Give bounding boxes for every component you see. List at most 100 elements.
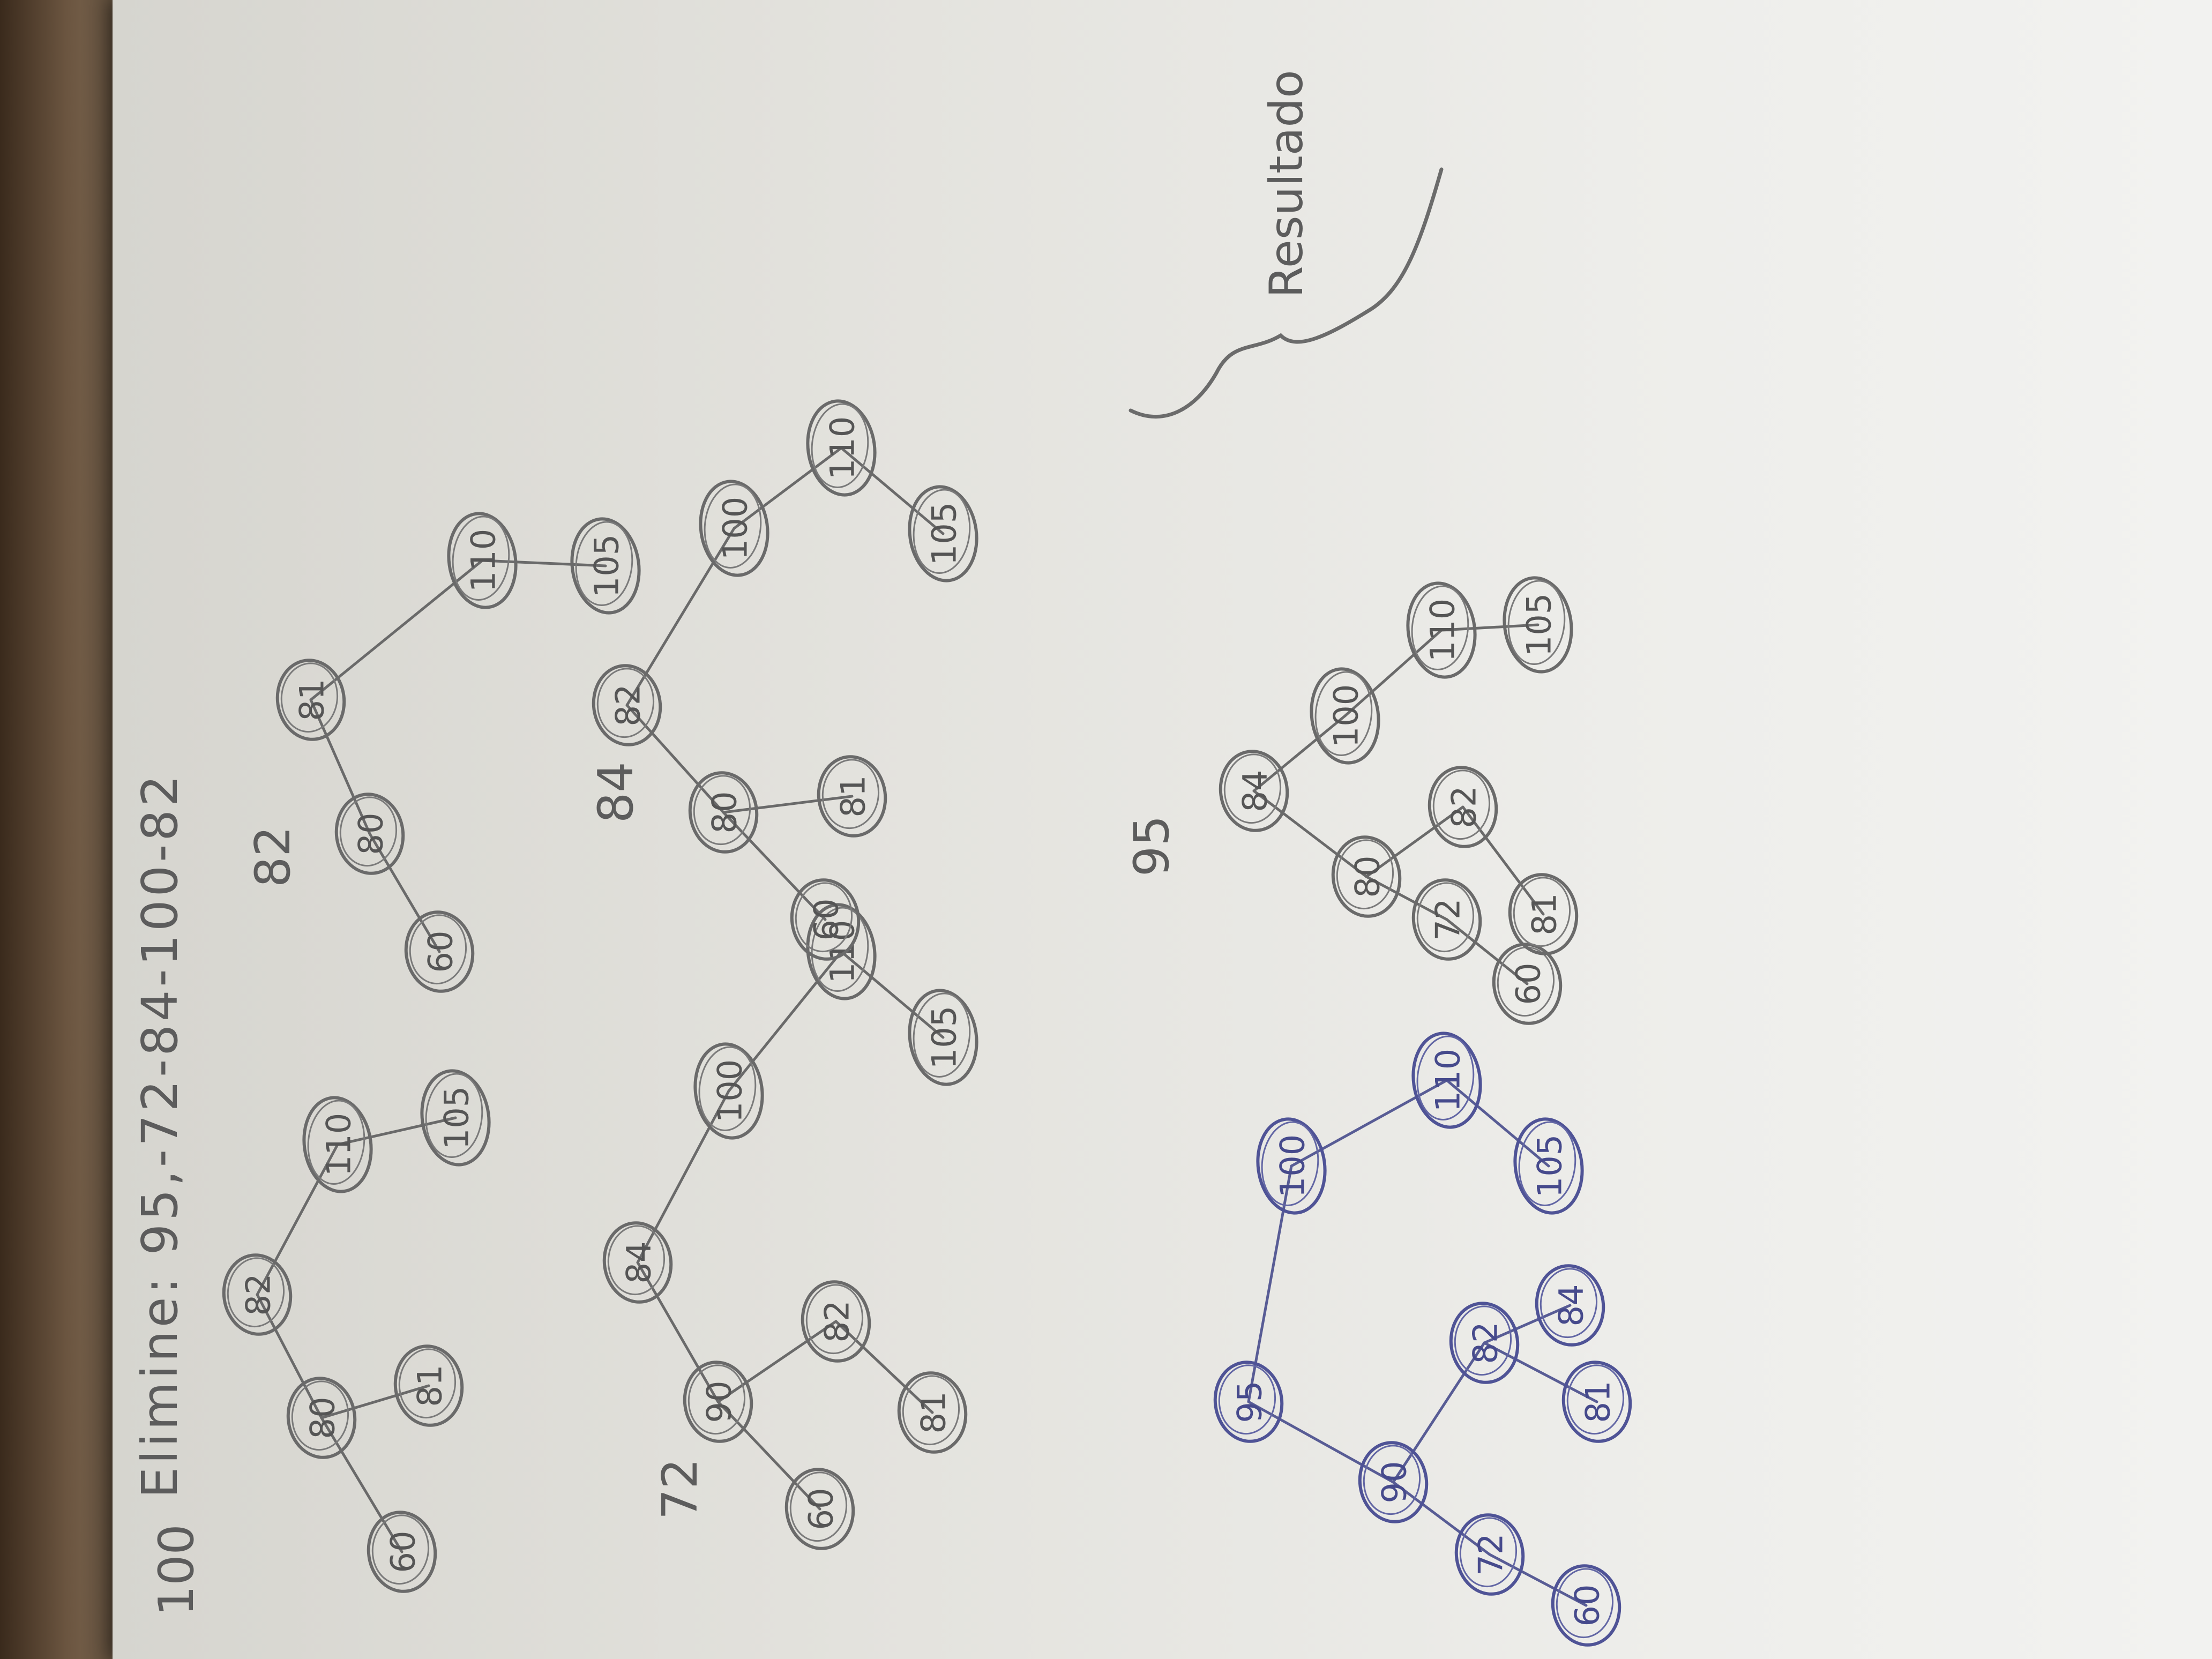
node-value: 110 [319,1113,358,1176]
node-circle [688,771,759,854]
node-circle-inner [1566,1364,1625,1435]
node-circle-inner [902,1375,960,1446]
tree-node: 100 [1256,1117,1327,1215]
tree-edge [1365,875,1448,921]
node-circle-inner [789,1471,848,1542]
tree-node: 105 [908,989,978,1086]
tree-node: 81 [817,755,887,838]
tree-edge [368,832,441,953]
node-circle [801,1280,871,1363]
node-circle [897,1371,968,1454]
node-circle-inner [227,1257,285,1328]
node-circle [806,903,877,1000]
node-circle [1256,1117,1327,1215]
node-value: 81 [1579,1381,1618,1423]
tree-edge [1488,1553,1588,1607]
node-value: 60 [807,899,846,941]
node-circle [334,793,405,875]
node-circle [1513,1117,1584,1215]
node-circle [1219,750,1289,832]
node-value: 80 [705,791,744,834]
node-circle-inner [687,1364,746,1435]
tree-node: 105 [908,485,978,582]
node-circle [1535,1264,1605,1347]
node-value: 80 [352,813,391,855]
tree-edge [840,446,945,535]
node-circle-inner [1411,585,1469,670]
tree-node: 100 [699,480,769,577]
node-value: 110 [464,529,503,592]
node-circle [1331,835,1402,918]
node-circle [592,664,662,746]
node-circle-inner [795,882,853,953]
tree-edge [1365,805,1464,878]
node-circle-inner [1432,769,1491,840]
node-circle [286,1377,357,1459]
tree-node: 90 [1358,1441,1429,1523]
tree-edge [1290,1079,1448,1168]
tree-edge [1392,1341,1486,1484]
node-circle [1551,1564,1621,1647]
node-value: 100 [716,497,755,560]
node-value: 90 [1375,1461,1414,1504]
node-circle-inner [1454,1305,1512,1376]
node-value: 81 [914,1392,953,1434]
tree-node: 82 [592,664,662,746]
node-value: 100 [1273,1134,1312,1198]
step-label: 100 [148,1524,205,1616]
node-value: 82 [818,1301,857,1343]
node-circle-inner [307,1100,365,1185]
tree-node: 60 [367,1511,437,1593]
node-value: 105 [587,534,626,597]
node-circle [1508,873,1579,955]
node-circle [1449,1302,1520,1384]
node-circle [790,878,861,961]
tree-node: 110 [806,903,877,1000]
node-value: 82 [239,1274,278,1316]
tree-edge [256,1143,339,1296]
tree-edge [636,1261,720,1403]
node-value: 80 [1348,856,1387,898]
node-value: 72 [1429,899,1468,941]
tree-edge [1445,1079,1550,1168]
tree-edge [1483,1304,1572,1344]
node-circle-inner [1336,839,1394,910]
node-circle-inner [409,914,467,985]
step-label: 84 [588,761,644,823]
tree-node: 84 [602,1221,673,1304]
tree-edge [834,1320,934,1414]
tree-node: 72 [1411,878,1482,961]
node-value: 95 [1230,1381,1269,1423]
tree-node: 110 [806,399,877,497]
tree-1: 95 90 72 60 82 81 84 100 110 105 [1213,1032,1632,1647]
node-circle [420,1069,491,1167]
node-circle-inner [371,1514,430,1585]
node-value: 110 [1423,599,1462,662]
node-circle-inner [575,521,633,606]
node-value: 105 [925,1006,964,1069]
tree-node: 80 [334,793,405,875]
node-circle [784,1468,855,1550]
node-value: 81 [834,775,873,818]
tree-node: 82 [801,1280,871,1363]
tree-node: 60 [784,1468,855,1550]
node-value: 80 [303,1397,342,1439]
tree-node: 105 [1503,576,1573,674]
node-circle [1503,576,1573,674]
node-circle [447,512,518,609]
tree-node: 60 [790,878,861,961]
tree-node: 105 [1513,1117,1584,1215]
result-label: Resultado [1260,70,1313,298]
node-value: 105 [925,502,964,565]
node-value: 72 [1471,1534,1511,1576]
node-circle-inner [698,1046,757,1131]
step-label: 82 [245,826,301,887]
tree-node: 81 [275,659,346,741]
tree-node: 110 [1406,581,1477,679]
node-value: 60 [1509,963,1548,1005]
tree-5: 100 82 80 60 81 110 105 [148,1069,491,1616]
tree-node: 80 [286,1377,357,1459]
node-circle [1454,1513,1525,1596]
node-circle [222,1253,293,1336]
